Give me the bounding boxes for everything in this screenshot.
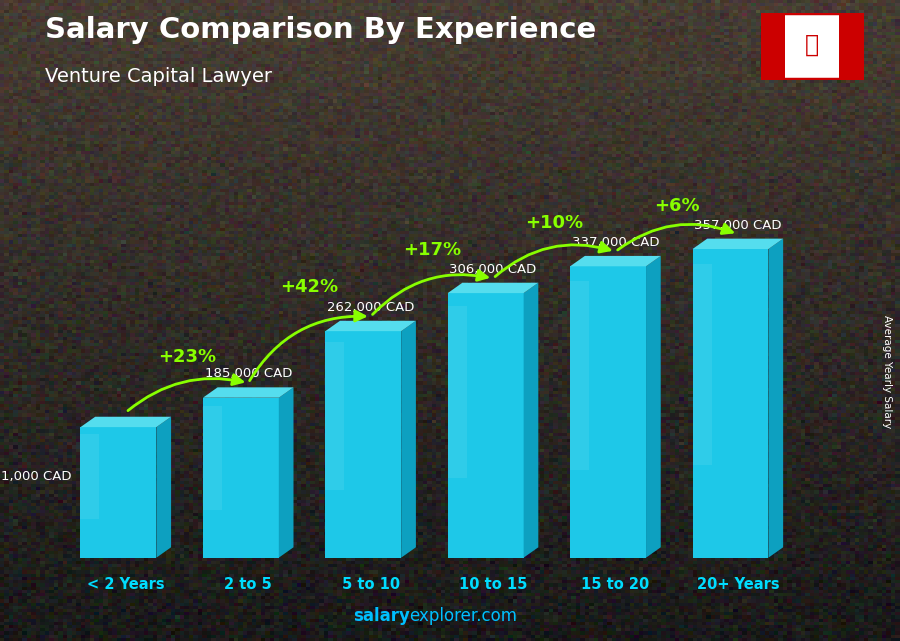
Text: 262,000 CAD: 262,000 CAD — [327, 301, 414, 314]
Bar — [760, 13, 786, 80]
Polygon shape — [202, 406, 222, 510]
Polygon shape — [447, 293, 524, 558]
Polygon shape — [157, 417, 171, 558]
Text: Venture Capital Lawyer: Venture Capital Lawyer — [45, 67, 272, 87]
Text: 306,000 CAD: 306,000 CAD — [449, 263, 536, 276]
Polygon shape — [202, 387, 293, 397]
Polygon shape — [570, 256, 661, 266]
Polygon shape — [693, 238, 783, 249]
Text: 2 to 5: 2 to 5 — [224, 577, 272, 592]
Text: +6%: +6% — [653, 197, 699, 215]
Polygon shape — [693, 249, 769, 558]
Text: 15 to 20: 15 to 20 — [581, 577, 650, 592]
Polygon shape — [80, 417, 171, 427]
Polygon shape — [769, 238, 783, 558]
Text: 20+ Years: 20+ Years — [697, 577, 779, 592]
Polygon shape — [646, 256, 661, 558]
Polygon shape — [524, 283, 538, 558]
Polygon shape — [80, 427, 157, 558]
Polygon shape — [693, 265, 712, 465]
Text: salary: salary — [353, 607, 410, 625]
Text: 185,000 CAD: 185,000 CAD — [204, 367, 292, 380]
Polygon shape — [325, 320, 416, 331]
Text: < 2 Years: < 2 Years — [87, 577, 165, 592]
Polygon shape — [279, 387, 293, 558]
Text: 357,000 CAD: 357,000 CAD — [694, 219, 781, 231]
Text: 337,000 CAD: 337,000 CAD — [572, 236, 659, 249]
Text: explorer.com: explorer.com — [410, 607, 518, 625]
Text: 151,000 CAD: 151,000 CAD — [0, 470, 72, 483]
Text: Average Yearly Salary: Average Yearly Salary — [881, 315, 892, 428]
Polygon shape — [447, 283, 538, 293]
Polygon shape — [570, 281, 590, 470]
Polygon shape — [325, 342, 345, 490]
Text: +23%: +23% — [158, 347, 216, 366]
Polygon shape — [325, 331, 401, 558]
Text: +10%: +10% — [526, 214, 583, 232]
Polygon shape — [570, 266, 646, 558]
Text: +17%: +17% — [403, 241, 461, 259]
Text: +42%: +42% — [280, 278, 338, 296]
Polygon shape — [202, 397, 279, 558]
Text: 10 to 15: 10 to 15 — [459, 577, 527, 592]
Text: 🍁: 🍁 — [806, 33, 819, 57]
FancyBboxPatch shape — [761, 13, 863, 79]
Polygon shape — [401, 320, 416, 558]
Polygon shape — [80, 434, 100, 519]
Text: Salary Comparison By Experience: Salary Comparison By Experience — [45, 16, 596, 44]
Bar — [839, 13, 864, 80]
Polygon shape — [447, 306, 467, 478]
Text: 5 to 10: 5 to 10 — [342, 577, 400, 592]
